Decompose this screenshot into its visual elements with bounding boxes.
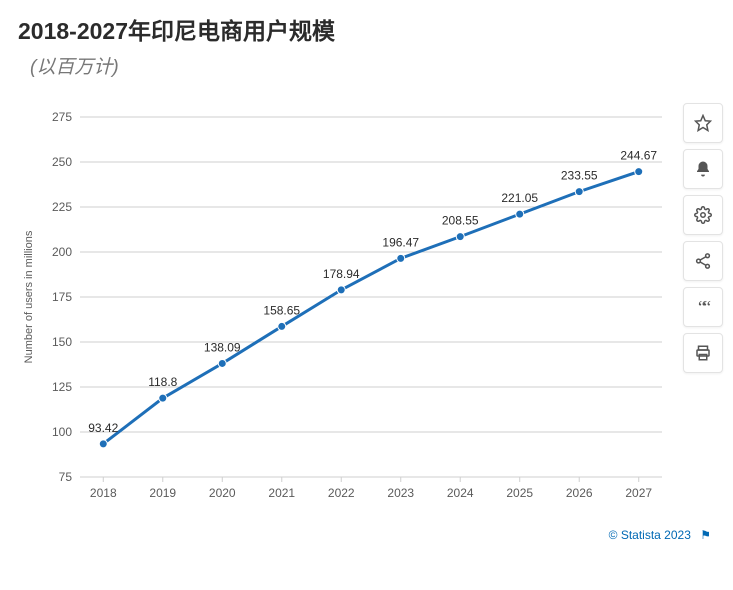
- svg-text:175: 175: [52, 290, 72, 304]
- data-label: 244.67: [620, 149, 657, 163]
- svg-text:275: 275: [52, 110, 72, 124]
- favorite-button[interactable]: [683, 103, 723, 143]
- svg-text:2019: 2019: [149, 486, 176, 500]
- share-icon: [694, 252, 712, 270]
- data-point[interactable]: [635, 168, 643, 176]
- svg-text:225: 225: [52, 200, 72, 214]
- settings-button[interactable]: [683, 195, 723, 235]
- chart-container: 75 100 125 150 175 200 225 250 275 2018 2019 2020 20…: [12, 97, 721, 522]
- svg-text:100: 100: [52, 425, 72, 439]
- share-button[interactable]: [683, 241, 723, 281]
- attribution-text: © Statista 2023: [609, 528, 691, 542]
- svg-text:2026: 2026: [566, 486, 593, 500]
- svg-text:2023: 2023: [387, 486, 414, 500]
- data-point[interactable]: [218, 359, 226, 367]
- data-point[interactable]: [99, 440, 107, 448]
- data-label: 138.09: [204, 340, 241, 354]
- data-point[interactable]: [159, 394, 167, 402]
- data-line: [103, 172, 638, 444]
- data-point[interactable]: [456, 233, 464, 241]
- data-point[interactable]: [278, 322, 286, 330]
- svg-text:2025: 2025: [506, 486, 533, 500]
- data-label: 221.05: [501, 191, 538, 205]
- data-label: 208.55: [442, 214, 479, 228]
- data-point[interactable]: [337, 286, 345, 294]
- data-label: 178.94: [323, 267, 360, 281]
- svg-text:75: 75: [59, 470, 73, 484]
- svg-text:250: 250: [52, 155, 72, 169]
- print-icon: [694, 344, 712, 362]
- svg-text:200: 200: [52, 245, 72, 259]
- flag-icon: ⚑: [700, 528, 711, 542]
- page-subtitle: (以百万计): [12, 52, 721, 79]
- svg-text:2024: 2024: [447, 486, 474, 500]
- data-label: 118.8: [148, 375, 177, 389]
- gear-icon: [694, 206, 712, 224]
- svg-text:2027: 2027: [625, 486, 652, 500]
- data-label: 93.42: [88, 421, 118, 435]
- bell-icon: [694, 160, 712, 178]
- data-label: 196.47: [382, 235, 419, 249]
- data-point[interactable]: [575, 188, 583, 196]
- svg-text:125: 125: [52, 380, 72, 394]
- page-title: 2018-2027年印尼电商用户规模: [12, 12, 721, 46]
- data-point[interactable]: [397, 254, 405, 262]
- data-label: 158.65: [263, 303, 300, 317]
- svg-text:2018: 2018: [90, 486, 117, 500]
- quote-icon: ““: [698, 297, 708, 318]
- svg-text:150: 150: [52, 335, 72, 349]
- quote-button[interactable]: ““: [683, 287, 723, 327]
- star-icon: [694, 114, 712, 132]
- svg-text:2021: 2021: [268, 486, 295, 500]
- svg-text:2022: 2022: [328, 486, 355, 500]
- data-label: 233.55: [561, 169, 598, 183]
- side-button-bar: ““: [683, 103, 723, 373]
- y-axis-label: Number of users in millions: [23, 230, 35, 363]
- data-point[interactable]: [516, 210, 524, 218]
- line-chart: 75 100 125 150 175 200 225 250 275 2018 2019 2020 20…: [12, 97, 680, 517]
- notify-button[interactable]: [683, 149, 723, 189]
- chart-box: 75 100 125 150 175 200 225 250 275 2018 2019 2020 20…: [12, 97, 721, 522]
- svg-text:2020: 2020: [209, 486, 236, 500]
- attribution: © Statista 2023 ⚑: [12, 528, 721, 542]
- print-button[interactable]: [683, 333, 723, 373]
